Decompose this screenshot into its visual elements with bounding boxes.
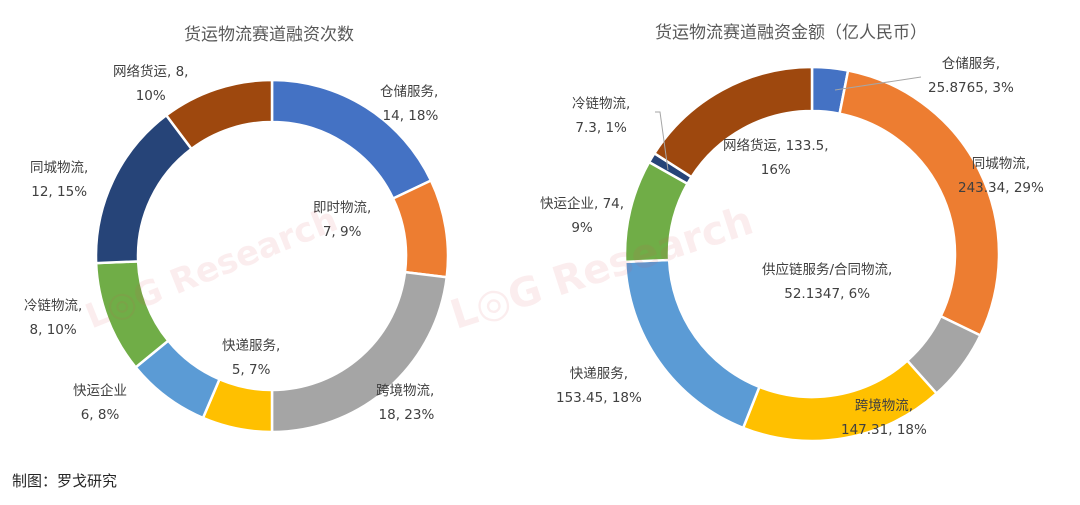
left-label-ltl: 快运企业 6, 8%: [73, 379, 127, 427]
label-line: 网络货运, 133.5,: [723, 138, 829, 154]
left-chart-title: 货运物流赛道融资次数: [184, 25, 354, 45]
label-line: 跨境物流,: [854, 398, 914, 414]
left-label-crossborder: 跨境物流, 18, 23%: [376, 379, 434, 427]
left-label-express: 快递服务, 5, 7%: [222, 334, 280, 382]
label-line: 仓储服务,: [380, 84, 439, 100]
label-line: 快递服务,: [222, 338, 281, 354]
right-label-coldchain: 冷链物流, 7.3, 1%: [572, 92, 630, 140]
label-line: 快运企业, 74,: [540, 196, 625, 212]
left-label-warehouse: 仓储服务, 14, 18%: [380, 80, 438, 128]
label-line: 6, 8%: [80, 407, 120, 423]
label-line: 25.8765, 3%: [928, 80, 1014, 96]
label-line: 网络货运, 8,: [113, 64, 189, 80]
right-label-warehouse: 仓储服务, 25.8765, 3%: [928, 52, 1014, 100]
right-label-express: 快递服务, 153.45, 18%: [556, 362, 642, 410]
donut-segment-0-7: [164, 78, 274, 151]
label-line: 153.45, 18%: [556, 390, 642, 406]
label-line: 5, 7%: [231, 362, 271, 378]
label-line: 16%: [760, 162, 791, 178]
label-line: 跨境物流,: [376, 383, 435, 399]
donut-segment-1-7: [652, 65, 814, 179]
label-line: 7.3, 1%: [575, 120, 627, 136]
right-label-ltl: 快运企业, 74, 9%: [540, 192, 624, 240]
donut-segment-0-1: [391, 178, 450, 279]
right-label-crossborder: 跨境物流, 147.31, 18%: [841, 394, 927, 442]
left-label-instant: 即时物流, 7, 9%: [313, 196, 371, 244]
label-line: 147.31, 18%: [841, 422, 927, 438]
right-label-network: 网络货运, 133.5, 16%: [723, 134, 829, 182]
right-label-intracity: 同城物流, 243.34, 29%: [958, 152, 1044, 200]
label-line: 即时物流,: [313, 200, 372, 216]
label-line: 7, 9%: [322, 224, 362, 240]
label-line: 快运企业: [73, 383, 127, 399]
label-line: 同城物流,: [30, 160, 89, 176]
label-line: 10%: [135, 88, 166, 104]
label-line: 12, 15%: [31, 184, 88, 200]
label-line: 52.1347, 6%: [784, 286, 871, 302]
label-line: 冷链物流,: [572, 96, 631, 112]
left-label-intracity: 同城物流, 12, 15%: [30, 156, 88, 204]
label-line: 同城物流,: [971, 156, 1031, 172]
leader-line: [655, 111, 669, 171]
label-line: 仓储服务,: [941, 56, 1001, 72]
right-chart-title: 货运物流赛道融资金额（亿人民币）: [655, 23, 927, 43]
left-label-coldchain: 冷链物流, 8, 10%: [24, 294, 82, 342]
label-line: 243.34, 29%: [958, 180, 1044, 196]
label-line: 18, 23%: [378, 407, 435, 423]
label-line: 14, 18%: [382, 108, 439, 124]
label-line: 供应链服务/合同物流,: [762, 262, 893, 278]
donut-segment-0-6: [94, 113, 194, 265]
label-line: 快递服务,: [569, 366, 629, 382]
right-label-supplychain: 供应链服务/合同物流, 52.1347, 6%: [762, 258, 892, 306]
donut-segment-1-4: [623, 258, 761, 430]
chart-credit: 制图：罗戈研究: [12, 472, 118, 490]
left-label-network: 网络货运, 8, 10%: [113, 60, 188, 108]
label-line: 9%: [571, 220, 593, 236]
label-line: 8, 10%: [29, 322, 77, 338]
label-line: 冷链物流,: [24, 298, 83, 314]
leader-line: [834, 76, 922, 91]
